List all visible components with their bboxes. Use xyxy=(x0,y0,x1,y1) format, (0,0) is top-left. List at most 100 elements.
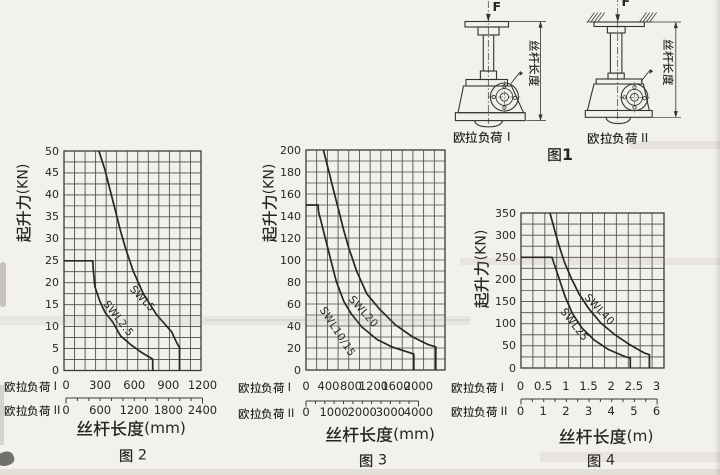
x-scale-label-II: II xyxy=(238,406,294,422)
y-tick-label: 5 xyxy=(52,342,59,356)
plot-area xyxy=(63,150,202,372)
x-tick-label-II: 0 xyxy=(302,405,310,419)
y-tick-label: 180 xyxy=(280,165,301,179)
figure1-caption: 1 xyxy=(547,147,573,165)
y-tick-label: 80 xyxy=(287,275,301,289)
x-axis-title: (m) xyxy=(559,428,653,448)
x-tick-label-I: 1.5 xyxy=(579,379,598,393)
x-tick-label-II: 5 xyxy=(630,403,638,418)
y-axis-title: (KN) xyxy=(262,164,281,243)
y-tick-label: 0 xyxy=(52,364,59,377)
x-tick-label-I: 600 xyxy=(123,378,146,392)
x-tick-label-II: 1800 xyxy=(153,402,184,417)
y-tick-label: 100 xyxy=(280,253,301,267)
x-tick-label-II: 2400 xyxy=(187,402,218,417)
scan-smudge xyxy=(0,262,6,307)
y-tick-label: 50 xyxy=(502,339,516,353)
y-tick-label: 50 xyxy=(45,144,59,158)
y-axis-title: (KN) xyxy=(474,230,493,309)
y-tick-label: 250 xyxy=(495,250,516,264)
y-tick-label: 300 xyxy=(495,228,516,242)
y-tick-label: 15 xyxy=(45,298,59,312)
x-tick-label-II: 6 xyxy=(652,403,661,418)
x-tick-label-II: 0 xyxy=(62,402,70,417)
y-tick-label: 30 xyxy=(45,232,59,246)
x-tick-label-II: 4000 xyxy=(403,405,434,419)
x-scale-label-I: I xyxy=(238,380,291,396)
y-tick-label: 40 xyxy=(287,319,301,333)
force-arrow xyxy=(485,13,491,22)
screw-jack-drawings xyxy=(454,0,681,128)
x-tick-label-II: 600 xyxy=(89,402,112,417)
figure-caption: 2 xyxy=(119,448,147,466)
x-scale-ruler xyxy=(65,397,203,403)
x-tick-label-II: 2 xyxy=(562,403,570,418)
y-tick-label: 350 xyxy=(495,206,516,220)
euler-load-caption: II xyxy=(587,131,648,148)
y-tick-label: 160 xyxy=(280,187,301,201)
x-tick-label-II: 3000 xyxy=(375,405,406,419)
plot-area xyxy=(305,149,446,371)
y-tick-label: 45 xyxy=(45,166,59,180)
x-tick-label-II: 0 xyxy=(516,403,525,418)
y-tick-label: 60 xyxy=(287,297,301,311)
y-tick-label: 140 xyxy=(280,209,301,223)
screw-length-dimension-label xyxy=(526,40,542,86)
figure-caption: 3 xyxy=(359,453,387,471)
y-tick-label: 25 xyxy=(45,254,59,268)
x-tick-label-II: 3 xyxy=(584,403,593,418)
x-scale-label-I: I xyxy=(4,379,57,395)
x-tick-label-II: 1 xyxy=(539,403,547,418)
force-arrow xyxy=(615,14,621,23)
x-tick-label-I: 0 xyxy=(516,379,525,393)
jack-drawing-1 xyxy=(454,1,546,128)
y-tick-label: 150 xyxy=(495,295,516,309)
x-tick-label-II: 1000 xyxy=(319,405,349,419)
y-tick-label: 10 xyxy=(45,320,59,334)
x-tick-label-I: 900 xyxy=(157,378,180,392)
euler-load-caption: I xyxy=(453,130,511,147)
x-tick-label-I: 800 xyxy=(340,379,362,393)
x-axis-title: (mm) xyxy=(325,426,435,446)
y-tick-label: 20 xyxy=(287,341,301,355)
scan-blot xyxy=(0,449,16,469)
x-scale-label-I: I xyxy=(451,380,504,396)
force-label: F xyxy=(492,0,502,14)
x-tick-label-I: 2 xyxy=(607,379,615,393)
x-tick-label-I: 0 xyxy=(62,378,70,392)
x-tick-label-I: 300 xyxy=(89,378,112,392)
y-tick-label: 40 xyxy=(45,188,59,202)
x-axis-title: (mm) xyxy=(76,420,186,440)
x-tick-label-I: 1200 xyxy=(187,378,218,392)
y-tick-label: 200 xyxy=(280,143,301,157)
y-tick-label: 120 xyxy=(280,231,301,245)
screw-length-dimension-label xyxy=(660,39,676,85)
plot-area xyxy=(519,212,665,369)
x-scale-ruler xyxy=(519,398,658,405)
y-tick-label: 200 xyxy=(495,272,516,286)
x-tick-label-I: 1600 xyxy=(381,379,411,393)
x-scale-label-II: II xyxy=(4,404,60,420)
figure-caption: 4 xyxy=(587,453,615,471)
y-tick-label: 100 xyxy=(495,317,516,331)
x-tick-label-II: 4 xyxy=(607,403,615,418)
x-tick-label-I: 3 xyxy=(652,379,661,393)
x-tick-label-I: 1 xyxy=(562,379,570,393)
x-tick-label-I: 0.5 xyxy=(534,379,553,393)
jack-drawing-2 xyxy=(584,0,681,125)
y-axis-title: (KN) xyxy=(16,164,35,243)
x-scale-label-II: II xyxy=(451,405,507,421)
x-tick-label-I: 2.5 xyxy=(624,379,644,393)
x-tick-label-II: 1200 xyxy=(119,402,149,417)
x-tick-label-I: 1200 xyxy=(358,379,389,393)
x-tick-label-I: 400 xyxy=(317,379,340,393)
x-tick-label-I: 2000 xyxy=(403,379,434,393)
y-tick-label: 35 xyxy=(45,210,59,224)
y-tick-label: 0 xyxy=(294,363,301,377)
x-tick-label-I: 0 xyxy=(302,379,310,393)
force-label: F xyxy=(621,0,631,9)
x-tick-label-II: 2000 xyxy=(347,405,377,419)
scan-streak xyxy=(540,452,720,462)
y-tick-label: 20 xyxy=(45,276,59,290)
